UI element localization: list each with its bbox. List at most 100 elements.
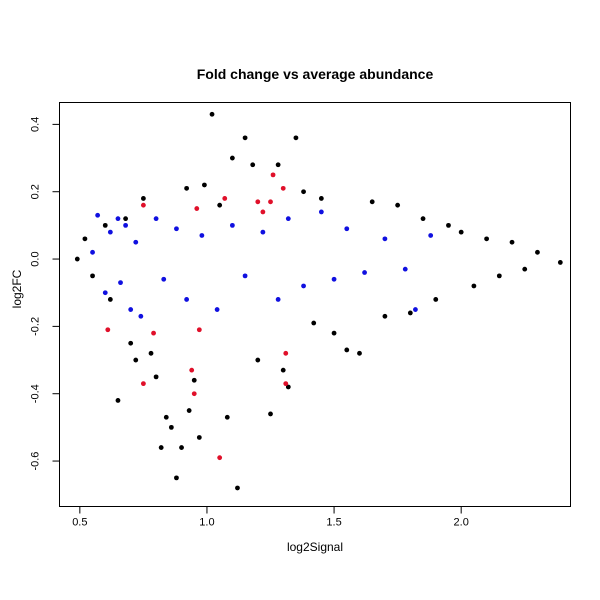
y-axis-ticks: -0.6 -0.4 -0.2 0.0 0.2 0.4: [30, 117, 60, 471]
data-point: [123, 216, 128, 222]
series-0-points: [74, 111, 563, 491]
data-point: [153, 216, 159, 222]
data-point: [382, 236, 388, 242]
data-point: [235, 485, 240, 491]
data-point: [268, 199, 273, 205]
data-point: [318, 196, 324, 201]
data-point: [285, 216, 291, 222]
data-point: [217, 455, 223, 461]
data-point: [90, 273, 95, 279]
data-point: [95, 212, 101, 218]
x-axis-ticks: 0.5 1.0 1.5 2.0: [72, 506, 469, 529]
data-point: [128, 340, 134, 346]
data-point: [260, 229, 266, 235]
data-point: [301, 189, 306, 195]
data-point: [191, 391, 197, 397]
data-point: [74, 256, 80, 262]
data-point: [140, 381, 146, 387]
data-point: [420, 216, 426, 222]
data-point: [102, 290, 108, 296]
data-point: [115, 398, 121, 403]
data-point: [255, 357, 261, 363]
data-point: [557, 260, 563, 265]
data-point: [484, 236, 490, 242]
data-point: [270, 172, 276, 178]
x-tick-label: 1.0: [199, 517, 214, 529]
data-point: [140, 196, 146, 201]
data-point: [123, 222, 128, 228]
data-point: [222, 196, 228, 201]
data-point: [133, 357, 139, 363]
data-point: [280, 185, 286, 191]
y-tick-label: -0.6: [30, 452, 42, 471]
data-point: [214, 307, 220, 312]
data-point: [283, 381, 289, 387]
data-point: [133, 239, 139, 245]
data-point: [535, 249, 540, 255]
data-point: [496, 273, 502, 279]
x-tick-label: 1.5: [326, 517, 341, 529]
x-tick-label: 0.5: [72, 517, 87, 529]
data-point: [168, 424, 174, 430]
data-point: [217, 202, 223, 208]
data-point: [202, 182, 207, 188]
data-point: [275, 297, 281, 302]
data-point: [184, 185, 190, 191]
data-point: [522, 266, 528, 272]
data-point: [344, 226, 350, 232]
data-point: [357, 350, 362, 356]
data-point: [158, 445, 164, 450]
data-point: [331, 330, 337, 336]
data-point: [140, 202, 146, 208]
data-point: [105, 327, 111, 333]
data-point: [148, 350, 154, 356]
data-point: [275, 162, 281, 168]
series-2-points: [90, 209, 434, 319]
data-point: [174, 475, 179, 481]
data-point: [82, 236, 88, 242]
data-point: [260, 209, 266, 215]
data-point: [90, 249, 95, 255]
data-point: [229, 222, 235, 228]
data-point: [255, 199, 261, 205]
data-point: [395, 202, 401, 208]
data-point: [209, 111, 215, 117]
data-point: [413, 307, 418, 312]
data-point: [331, 276, 337, 282]
data-point: [433, 297, 439, 302]
data-point: [153, 374, 159, 380]
data-point: [280, 367, 286, 373]
data-point: [115, 216, 121, 222]
y-tick-label: 0.4: [30, 117, 42, 132]
data-point: [407, 310, 413, 316]
data-point: [163, 414, 169, 420]
data-point: [191, 377, 197, 383]
data-point: [458, 229, 464, 235]
data-point: [250, 162, 256, 168]
data-point: [369, 199, 375, 205]
data-point: [194, 206, 200, 211]
y-tick-label: 0.0: [30, 251, 42, 266]
data-point: [509, 239, 515, 245]
data-point: [186, 408, 192, 413]
data-point: [174, 226, 179, 232]
data-point: [107, 297, 113, 302]
data-point: [446, 222, 451, 228]
data-point: [268, 411, 273, 417]
data-point: [161, 276, 167, 282]
data-point: [428, 233, 434, 238]
y-tick-label: -0.4: [30, 384, 42, 403]
data-point: [179, 445, 184, 450]
data-point: [242, 135, 248, 141]
x-tick-label: 2.0: [454, 517, 469, 529]
chart-title: Fold change vs average abundance: [197, 66, 434, 82]
data-point: [196, 327, 202, 333]
data-point: [128, 307, 134, 312]
data-point: [285, 384, 291, 390]
data-point: [196, 435, 202, 440]
data-point: [293, 135, 299, 141]
data-point: [102, 222, 108, 228]
data-point: [283, 350, 289, 356]
